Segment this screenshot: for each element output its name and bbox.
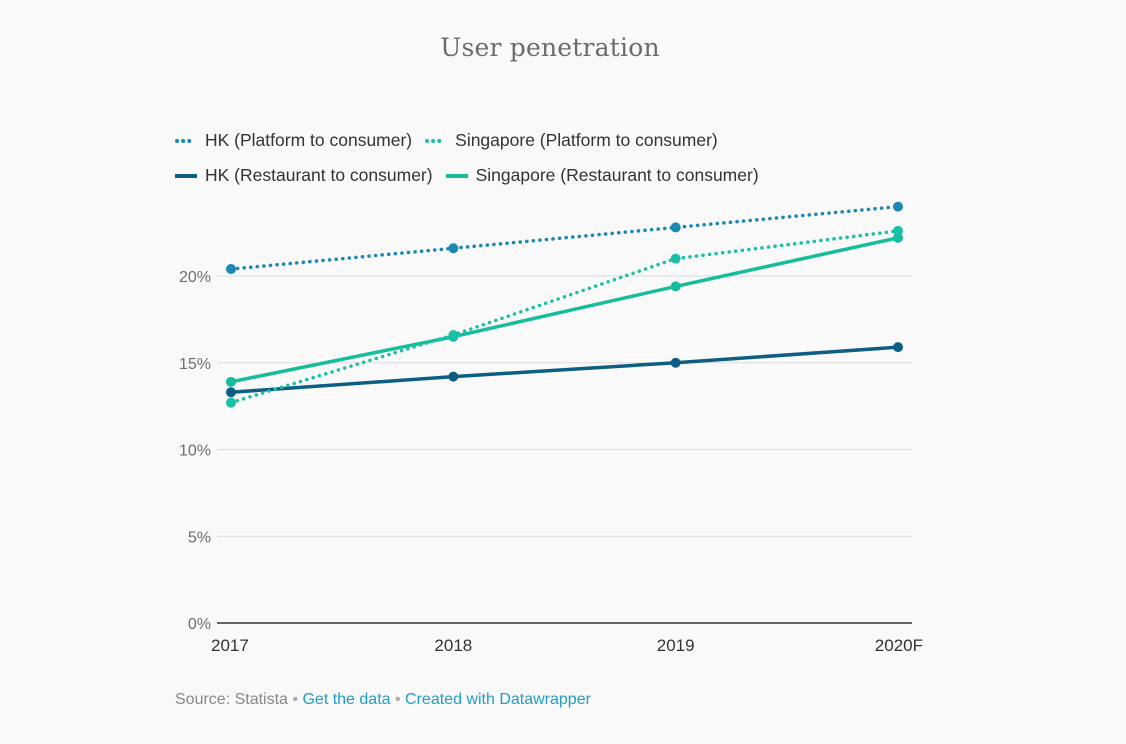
legend-row-1: HK (Platform to consumer) Singapore (Pla… (175, 123, 772, 158)
x-tick-label: 2019 (657, 636, 695, 655)
x-tick-label: 2020F (875, 636, 923, 655)
y-tick-label: 20% (179, 269, 211, 286)
legend-swatch-sg-restaurant (445, 172, 468, 180)
data-point-series-2 (893, 342, 903, 353)
legend-label-hk-restaurant: HK (Restaurant to consumer) (205, 165, 433, 185)
chart-title: User penetration (440, 33, 660, 62)
legend-item-sg-platform: Singapore (Platform to consumer) (425, 130, 718, 151)
series-line-2 (229, 345, 900, 394)
legend-label-hk-platform: HK (Platform to consumer) (205, 130, 413, 150)
data-point-series-2 (448, 371, 459, 382)
data-point-series-1 (448, 329, 459, 340)
y-tick-label: 5% (188, 529, 211, 546)
data-point-series-0 (226, 264, 236, 275)
legend-swatch-hk-restaurant (175, 172, 197, 180)
data-point-series-2 (226, 387, 236, 398)
data-point-series-3 (893, 232, 903, 243)
legend-row-2: HK (Restaurant to consumer) Singapore (R… (175, 158, 772, 193)
legend-item-hk-restaurant: HK (Restaurant to consumer) (175, 165, 433, 186)
x-tick-label: 2018 (434, 636, 472, 655)
y-tick-label: 15% (179, 356, 211, 373)
datawrapper-link[interactable]: Created with Datawrapper (405, 691, 591, 708)
y-tick-label: 0% (188, 616, 211, 633)
series-line-1 (229, 229, 900, 405)
data-point-series-1 (670, 253, 681, 264)
legend-label-sg-restaurant: Singapore (Restaurant to consumer) (475, 165, 759, 185)
chart-footer: Source: Statista • Get the data • Create… (175, 691, 591, 709)
footer-separator-2: • (394, 691, 401, 708)
chart-legend: HK (Platform to consumer) Singapore (Pla… (175, 123, 772, 193)
legend-label-sg-platform: Singapore (Platform to consumer) (455, 130, 718, 150)
data-point-series-1 (226, 397, 236, 408)
data-point-series-0 (893, 201, 903, 212)
data-point-series-0 (670, 222, 681, 233)
x-tick-label: 2017 (211, 636, 249, 655)
legend-item-hk-platform: HK (Platform to consumer) (175, 130, 412, 151)
series-line-3 (229, 236, 900, 384)
series-line-0 (229, 204, 900, 271)
footer-source: Source: Statista (175, 691, 288, 708)
data-point-series-3 (226, 376, 236, 387)
data-point-series-0 (448, 243, 459, 254)
data-point-series-3 (670, 281, 681, 292)
y-tick-label: 10% (179, 443, 211, 460)
data-point-series-1 (893, 225, 903, 236)
footer-separator-1: • (292, 691, 299, 708)
legend-item-sg-restaurant: Singapore (Restaurant to consumer) (445, 165, 759, 186)
data-point-series-2 (670, 357, 681, 368)
get-data-link[interactable]: Get the data (302, 691, 391, 708)
